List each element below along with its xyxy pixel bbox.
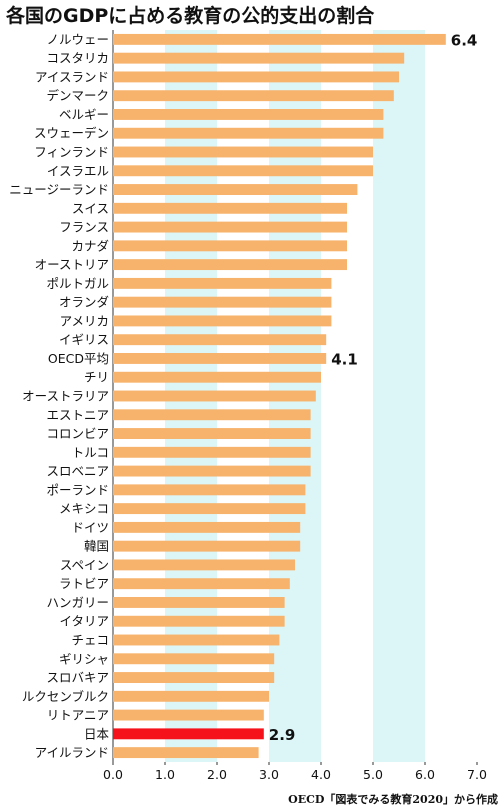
category-label: ハンガリー <box>46 595 109 610</box>
bar <box>113 446 311 458</box>
bar <box>113 33 446 45</box>
bar <box>113 465 311 477</box>
category-label: ドイツ <box>71 520 109 535</box>
category-label: ニュージーランド <box>9 182 109 197</box>
bar <box>113 315 332 327</box>
source-note: OECD「図表でみる教育2020」から作成 <box>288 792 498 806</box>
category-label: ポルトガル <box>46 276 109 291</box>
category-label: ノルウェー <box>46 32 109 47</box>
bar <box>113 296 332 308</box>
data-label: 6.4 <box>451 31 478 49</box>
grid-band <box>373 30 425 762</box>
bar <box>113 653 275 665</box>
category-label: アイルランド <box>35 745 109 760</box>
category-label: アメリカ <box>60 313 109 328</box>
data-label: 4.1 <box>331 350 358 368</box>
category-label: スロベニア <box>46 464 109 479</box>
bar <box>113 221 347 233</box>
chart-title: 各国のGDPに占める教育の公的支出の割合 <box>5 4 375 27</box>
x-tick-label: 2.0 <box>207 767 227 782</box>
category-label: ポーランド <box>46 482 109 497</box>
category-label: コロンビア <box>46 426 109 441</box>
bar <box>113 109 384 120</box>
category-label: ギリシャ <box>59 651 109 666</box>
category-label: イタリア <box>59 614 109 629</box>
bar <box>113 559 295 571</box>
x-tick-label: 1.0 <box>155 767 175 782</box>
category-label: ルクセンブルク <box>22 689 109 704</box>
bar <box>113 390 316 402</box>
bar <box>113 672 275 683</box>
category-label: デンマーク <box>46 88 109 103</box>
bar <box>113 202 347 214</box>
bar <box>113 184 358 195</box>
bar <box>113 709 264 721</box>
category-label: スペイン <box>60 557 109 572</box>
category-label: スイス <box>72 201 109 216</box>
category-label: カナダ <box>71 238 109 253</box>
bar <box>113 90 394 102</box>
category-label: OECD平均 <box>48 351 109 366</box>
x-tick-label: 3.0 <box>259 767 279 782</box>
bar <box>113 165 373 177</box>
category-label: イスラエル <box>47 163 109 178</box>
bar <box>113 71 399 83</box>
bar <box>113 540 301 552</box>
x-tick-label: 7.0 <box>467 767 487 782</box>
grid-band <box>425 30 477 762</box>
category-label: リトアニア <box>47 708 109 723</box>
data-labels-group: 6.4 4.1 2.9 <box>269 31 478 743</box>
category-label: スウェーデン <box>34 126 109 141</box>
category-label: アイスランド <box>35 69 109 84</box>
bar <box>113 409 311 421</box>
bar <box>113 728 264 740</box>
category-label: オーストラリア <box>22 389 109 404</box>
x-tick-label: 0.0 <box>103 767 123 782</box>
category-label: 韓国 <box>84 539 109 554</box>
category-label: オランダ <box>59 295 109 310</box>
category-label: ラトビア <box>59 576 109 591</box>
category-label: スロバキア <box>46 670 109 685</box>
category-label: イギリス <box>59 332 109 347</box>
x-tick-label: 6.0 <box>415 767 435 782</box>
x-tick-label: 4.0 <box>311 767 331 782</box>
category-label: トルコ <box>72 445 109 460</box>
bar <box>113 615 285 627</box>
bar <box>113 127 384 139</box>
category-label: チリ <box>84 370 109 385</box>
bar <box>113 747 259 759</box>
category-label: メキシコ <box>59 501 109 516</box>
bar <box>113 371 321 383</box>
x-axis-ticks-group: 0.0 1.0 2.0 3.0 4.0 5.0 6.0 7.0 <box>103 762 487 782</box>
grid-band <box>321 30 373 762</box>
x-tick-label: 5.0 <box>363 767 383 782</box>
category-label: コスタリカ <box>46 51 109 66</box>
data-label: 2.9 <box>269 726 296 744</box>
bar <box>113 52 405 64</box>
category-label: フィンランド <box>34 145 109 160</box>
bar <box>113 521 301 533</box>
category-label: フランス <box>59 220 109 235</box>
category-label: ベルギー <box>59 107 109 122</box>
bar <box>113 597 285 608</box>
bar <box>113 578 290 590</box>
bars-group <box>113 33 446 759</box>
bar <box>113 334 327 346</box>
bar <box>113 428 311 439</box>
category-labels-group: ノルウェーコスタリカアイスランドデンマークベルギースウェーデンフィンランドイスラ… <box>9 32 109 760</box>
category-label: 日本 <box>84 726 110 741</box>
bar <box>113 353 327 364</box>
bar <box>113 277 332 289</box>
bar <box>113 634 280 646</box>
category-label: チェコ <box>71 633 109 648</box>
bar <box>113 484 306 496</box>
category-label: エストニア <box>46 407 109 422</box>
bar <box>113 690 269 702</box>
bar <box>113 240 347 252</box>
bar <box>113 146 373 158</box>
bar <box>113 259 347 271</box>
bar <box>113 503 306 515</box>
category-label: オーストリア <box>35 257 109 272</box>
